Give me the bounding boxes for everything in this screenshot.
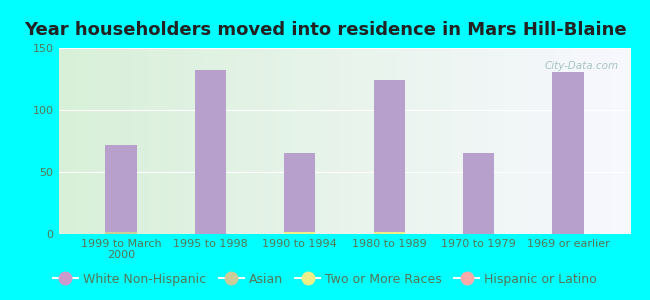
Bar xyxy=(284,232,315,234)
Text: City-Data.com: City-Data.com xyxy=(545,61,619,71)
Bar xyxy=(374,232,405,234)
Bar xyxy=(105,145,136,234)
Legend: White Non-Hispanic, Asian, Two or More Races, Hispanic or Latino: White Non-Hispanic, Asian, Two or More R… xyxy=(48,268,602,291)
Bar xyxy=(552,72,584,234)
Bar xyxy=(463,153,494,234)
Bar xyxy=(105,232,136,234)
Text: Year householders moved into residence in Mars Hill-Blaine: Year householders moved into residence i… xyxy=(23,21,627,39)
Bar xyxy=(374,80,405,234)
Bar xyxy=(284,153,315,234)
Bar xyxy=(195,70,226,234)
